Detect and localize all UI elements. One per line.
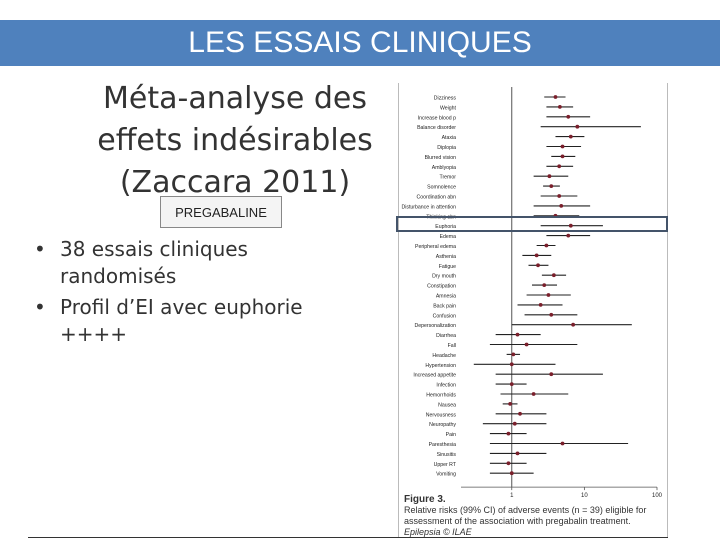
relative-risk-point — [560, 144, 565, 149]
caption-line-1: Relative risks (99% CI) of adverse event… — [404, 505, 647, 515]
row-label: Vomiting — [436, 472, 456, 478]
relative-risk-point — [508, 402, 513, 406]
row-label: Hypertension — [425, 363, 456, 369]
relative-risk-point — [509, 362, 514, 367]
row-label: Balance disorder — [417, 125, 456, 131]
row-label: Sinusitis — [437, 452, 457, 458]
relative-risk-point — [547, 174, 552, 179]
drug-label: PREGABALINE — [175, 204, 267, 220]
relative-risk-point — [538, 303, 543, 307]
row-label: Increase blood p — [418, 115, 456, 121]
row-label: Fall — [448, 343, 456, 349]
relative-risk-point — [506, 461, 511, 466]
relative-risk-point — [557, 164, 562, 169]
bottom-rule — [28, 537, 668, 538]
bullet-item: Profil d’EI avec euphorie ++++ — [30, 294, 370, 348]
relative-risk-point — [560, 441, 565, 446]
x-tick-label: 10 — [581, 493, 588, 499]
row-label: Ataxia — [442, 135, 457, 141]
row-label: Amnesia — [436, 294, 456, 300]
relative-risk-point — [559, 204, 564, 208]
row-label: Nausea — [438, 402, 456, 408]
section-title: LES ESSAIS CLINIQUES — [188, 26, 532, 59]
caption-source: Epilepsia © ILAE — [404, 527, 472, 537]
bullet-item: 38 essais cliniques randomisés — [30, 236, 370, 290]
relative-risk-point — [560, 154, 565, 159]
slide-title: Méta-analyse des effets indésirables (Za… — [70, 78, 400, 204]
relative-risk-point — [566, 233, 571, 238]
row-label: Dizziness — [434, 96, 457, 102]
slide-title-line-1: Méta-analyse des — [103, 81, 367, 116]
caption-figure-label: Figure 3. — [404, 494, 446, 505]
row-label: Pain — [446, 432, 456, 438]
forest-plot-svg: Dizziness Weight Increase blood p Balance d… — [401, 87, 663, 499]
relative-risk-point — [553, 95, 558, 99]
forest-plot: Dizziness Weight Increase blood p Balance d… — [398, 83, 668, 537]
relative-risk-point — [557, 194, 562, 198]
relative-risk-point — [566, 114, 571, 119]
slide-title-line-2: effets indésirables — [97, 123, 373, 158]
row-label: Hemorrhoids — [426, 393, 456, 399]
relative-risk-point — [518, 411, 522, 416]
relative-risk-point — [568, 134, 573, 139]
relative-risk-point — [571, 322, 576, 327]
row-label: Back pain — [433, 303, 456, 309]
row-label: Diplopia — [437, 145, 456, 151]
relative-risk-point — [544, 243, 549, 248]
row-label: Euphoria — [435, 224, 456, 230]
relative-risk-point — [531, 392, 536, 396]
relative-risk-point — [549, 372, 554, 377]
figure-caption: Figure 3. Relative risks (99% CI) of adv… — [404, 494, 666, 538]
row-label: Weight — [440, 105, 457, 111]
relative-risk-point — [534, 253, 539, 258]
euphoria-highlight-box — [396, 216, 668, 232]
row-label: Depersonalization — [414, 323, 456, 329]
row-label: Infection — [436, 383, 456, 389]
row-label: Upper RT — [434, 462, 457, 468]
x-tick-label: 100 — [652, 493, 663, 499]
relative-risk-point — [506, 431, 511, 436]
row-label: Diarrhea — [436, 333, 456, 339]
relative-risk-point — [509, 471, 514, 476]
row-label: Blurred vision — [425, 155, 457, 161]
row-label: Neuropathy — [429, 422, 456, 428]
row-label: Asthenia — [436, 254, 456, 260]
relative-risk-point — [549, 184, 554, 188]
row-label: Edema — [440, 234, 457, 240]
bullet-list: 38 essais cliniques randomisés Profil d’… — [30, 236, 370, 352]
row-label: Dry mouth — [432, 274, 456, 280]
row-label: Constipation — [427, 284, 456, 290]
relative-risk-point — [536, 263, 540, 268]
row-label: Confusion — [433, 313, 456, 319]
relative-risk-point — [542, 283, 547, 287]
row-label: Headache — [432, 353, 456, 359]
relative-risk-point — [557, 105, 562, 109]
relative-risk-point — [512, 421, 517, 426]
section-banner: LES ESSAIS CLINIQUES — [0, 20, 720, 66]
row-label: Amblyopia — [432, 165, 456, 171]
relative-risk-point — [549, 312, 554, 317]
row-label: Tremor — [439, 175, 456, 181]
row-label: Paresthesia — [429, 442, 457, 448]
slide-title-line-3: (Zaccara 2011) — [119, 165, 351, 200]
drug-label-box: PREGABALINE — [160, 196, 282, 228]
relative-risk-point — [515, 451, 520, 456]
row-label: Increased appetite — [413, 373, 456, 379]
relative-risk-point — [568, 223, 573, 228]
row-label: Peripheral edema — [415, 244, 456, 250]
caption-line-2: assessment of the association with prega… — [404, 516, 631, 526]
row-label: Fatigue — [439, 264, 456, 270]
row-label: Nervousness — [426, 412, 457, 418]
relative-risk-point — [551, 273, 556, 278]
relative-risk-point — [546, 293, 551, 297]
row-label: Disturbance in attention — [401, 204, 456, 210]
relative-risk-point — [575, 124, 580, 129]
row-label: Coordination abn — [416, 195, 456, 201]
relative-risk-point — [515, 332, 520, 337]
relative-risk-point — [524, 342, 529, 347]
row-label: Somnolence — [427, 185, 456, 191]
x-tick-label: 1 — [510, 493, 514, 499]
relative-risk-point — [509, 382, 514, 386]
relative-risk-point — [511, 352, 516, 357]
